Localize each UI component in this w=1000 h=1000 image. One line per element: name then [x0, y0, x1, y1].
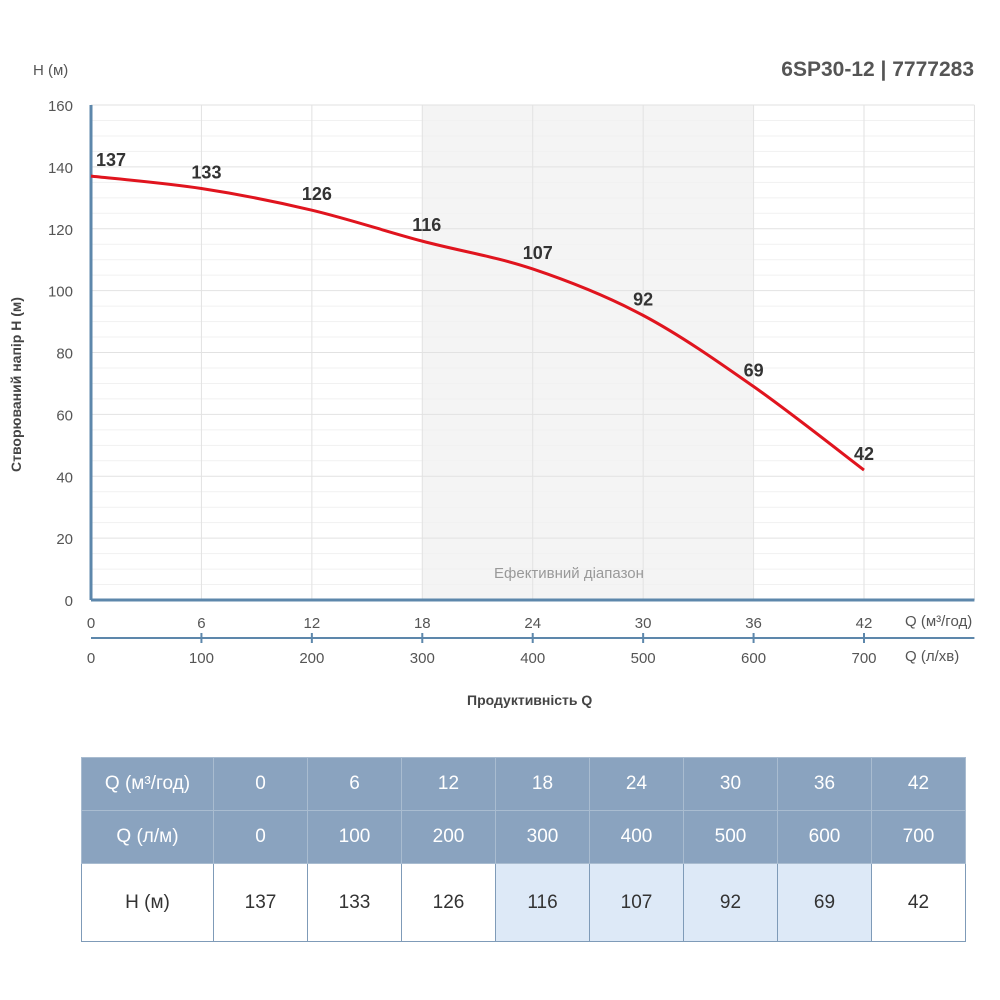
- y-tick-label: 60: [56, 407, 73, 424]
- row-header: Q (м³/год): [81, 757, 214, 811]
- y-tick-label: 140: [48, 160, 73, 177]
- table-cell: 600: [777, 810, 872, 864]
- x-tick-label: 42: [856, 615, 873, 632]
- data-label: 137: [96, 150, 126, 170]
- x-axis-title: Продуктивність Q: [467, 692, 593, 708]
- y-unit-label: H (м): [33, 62, 69, 79]
- data-label: 69: [744, 361, 764, 381]
- table-cell: 137: [213, 863, 308, 942]
- y-tick-label: 0: [65, 593, 73, 610]
- y-axis-title: Створюваний напір H (м): [8, 297, 24, 472]
- chart-title: 6SP30-12 | 7777283: [781, 58, 974, 81]
- table-row: H (м) 137 133 126 116 107 92 69 42: [81, 863, 966, 942]
- row-header: Q (л/м): [81, 810, 214, 864]
- table-cell: 400: [589, 810, 684, 864]
- x-secondary-tick-label: 300: [410, 650, 435, 667]
- x-secondary-tick-label: 600: [741, 650, 766, 667]
- table-cell: 133: [307, 863, 402, 942]
- pump-curve-line: [90, 174, 865, 472]
- data-label: 126: [302, 184, 332, 204]
- table-cell: 116: [495, 863, 590, 942]
- table-cell: 12: [401, 757, 496, 811]
- table-cell: 700: [871, 810, 966, 864]
- x-secondary-tick-label: 500: [631, 650, 656, 667]
- data-table: Q (м³/год) 0 6 12 18 24 30 36 42 Q (л/м) 0 100 200 3…: [81, 757, 966, 942]
- y-tick-label: 160: [48, 98, 73, 115]
- table-cell: 0: [213, 757, 308, 811]
- x-secondary-tick-label: 0: [87, 650, 95, 667]
- x-tick-label: 18: [414, 615, 431, 632]
- chart-svg: 0204060801001201401600061001220018300244…: [48, 98, 975, 667]
- x-tick-label: 30: [635, 615, 652, 632]
- table-cell: 100: [307, 810, 402, 864]
- x-unit-primary: Q (м³/год): [905, 613, 973, 630]
- table-row: Q (л/м) 0 100 200 300 400 500 600 700: [81, 810, 966, 864]
- x-secondary-tick-label: 200: [299, 650, 324, 667]
- table-cell: 42: [871, 757, 966, 811]
- y-tick-label: 120: [48, 222, 73, 239]
- y-tick-label: 80: [56, 346, 73, 363]
- table-cell: 500: [683, 810, 778, 864]
- x-secondary-tick-label: 700: [851, 650, 876, 667]
- table-cell: 126: [401, 863, 496, 942]
- data-label: 116: [412, 215, 441, 235]
- table-cell: 24: [589, 757, 684, 811]
- x-tick-label: 0: [87, 615, 95, 632]
- data-label: 107: [523, 243, 553, 263]
- y-tick-label: 100: [48, 284, 73, 301]
- table-cell: 107: [589, 863, 684, 942]
- table-cell: 18: [495, 757, 590, 811]
- efficient-range-label: Ефективний діапазон: [494, 565, 644, 582]
- y-tick-label: 20: [56, 531, 73, 548]
- table-cell: 300: [495, 810, 590, 864]
- table-cell: 0: [213, 810, 308, 864]
- x-unit-secondary: Q (л/хв): [905, 648, 960, 665]
- x-tick-label: 24: [524, 615, 541, 632]
- data-label: 42: [854, 444, 874, 464]
- x-tick-label: 12: [304, 615, 321, 632]
- x-secondary-tick-label: 100: [189, 650, 214, 667]
- y-tick-label: 40: [56, 469, 73, 486]
- table-row: Q (м³/год) 0 6 12 18 24 30 36 42: [81, 757, 966, 811]
- x-tick-label: 6: [197, 615, 205, 632]
- x-secondary-tick-label: 400: [520, 650, 545, 667]
- table-cell: 6: [307, 757, 402, 811]
- data-label: 92: [633, 289, 653, 309]
- table-cell: 92: [683, 863, 778, 942]
- table-cell: 200: [401, 810, 496, 864]
- table-cell: 69: [777, 863, 872, 942]
- table-cell: 42: [871, 863, 966, 942]
- table-cell: 30: [683, 757, 778, 811]
- row-header: H (м): [81, 863, 214, 942]
- x-tick-label: 36: [745, 615, 762, 632]
- table-cell: 36: [777, 757, 872, 811]
- data-label: 133: [191, 163, 221, 183]
